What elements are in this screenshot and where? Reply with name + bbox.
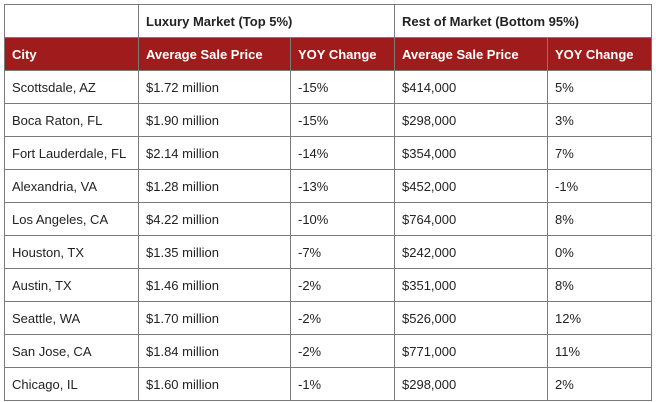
table-row: San Jose, CA $1.84 million -2% $771,000 11%: [4, 334, 653, 368]
luxury-yoy-cell: -15%: [289, 70, 396, 104]
luxury-price-cell: $1.28 million: [138, 169, 291, 203]
group-header-blank: [4, 4, 139, 38]
column-header-row: City Average Sale Price YOY Change Avera…: [4, 37, 653, 71]
city-cell: San Jose, CA: [4, 334, 139, 368]
rest-price-cell: $526,000: [394, 301, 549, 335]
rest-price-cell: $298,000: [394, 367, 549, 401]
rest-price-cell: $764,000: [394, 202, 549, 236]
rest-price-cell: $771,000: [394, 334, 549, 368]
table-row: Los Angeles, CA $4.22 million -10% $764,000…: [4, 202, 653, 236]
table-row: Seattle, WA $1.70 million -2% $526,000 12%: [4, 301, 653, 335]
group-header-luxury: Luxury Market (Top 5%): [137, 4, 396, 38]
luxury-price-cell: $2.14 million: [138, 136, 291, 170]
rest-price-cell: $414,000: [394, 70, 549, 104]
table-row: Fort Lauderdale, FL $2.14 million -14% $354…: [4, 136, 653, 170]
city-cell: Austin, TX: [4, 268, 139, 302]
group-header-row: Luxury Market (Top 5%) Rest of Market (B…: [4, 4, 653, 38]
rest-yoy-cell: 11%: [547, 334, 653, 368]
rest-yoy-cell: 7%: [547, 136, 653, 170]
luxury-price-cell: $1.46 million: [138, 268, 291, 302]
rest-yoy-cell: 3%: [547, 103, 653, 137]
luxury-price-cell: $1.72 million: [138, 70, 291, 104]
city-cell: Chicago, IL: [4, 367, 139, 401]
city-cell: Boca Raton, FL: [4, 103, 139, 137]
luxury-yoy-cell: -15%: [289, 103, 396, 137]
table-row: Houston, TX $1.35 million -7% $242,000 0%: [4, 235, 653, 269]
luxury-price-cell: $1.90 million: [138, 103, 291, 137]
luxury-yoy-cell: -2%: [289, 301, 396, 335]
column-header-luxury-price: Average Sale Price: [138, 37, 291, 71]
city-cell: Scottsdale, AZ: [4, 70, 139, 104]
rest-yoy-cell: 2%: [547, 367, 653, 401]
luxury-yoy-cell: -13%: [289, 169, 396, 203]
table-row: Alexandria, VA $1.28 million -13% $452,000-…: [4, 169, 653, 203]
rest-price-cell: $298,000: [394, 103, 549, 137]
table-row: Boca Raton, FL $1.90 million -15% $298,000 3…: [4, 103, 653, 137]
table-row: Scottsdale, AZ $1.72 million -15% $414,000 5…: [4, 70, 653, 104]
rest-yoy-cell: 0%: [547, 235, 653, 269]
rest-price-cell: $242,000: [394, 235, 549, 269]
city-cell: Fort Lauderdale, FL: [4, 136, 139, 170]
city-cell: Los Angeles, CA: [4, 202, 139, 236]
rest-yoy-cell: 8%: [547, 202, 653, 236]
rest-yoy-cell: 12%: [547, 301, 653, 335]
luxury-market-table: Luxury Market (Top 5%) Rest of Market (B…: [4, 4, 653, 401]
column-header-rest-price: Average Sale Price: [394, 37, 549, 71]
rest-yoy-cell: 8%: [547, 268, 653, 302]
luxury-yoy-cell: -1%: [289, 367, 396, 401]
rest-price-cell: $452,000: [394, 169, 549, 203]
luxury-price-cell: $1.60 million: [138, 367, 291, 401]
city-cell: Seattle, WA: [4, 301, 139, 335]
group-header-rest: Rest of Market (Bottom 95%): [394, 4, 653, 38]
rest-price-cell: $354,000: [394, 136, 549, 170]
table-row: Chicago, IL $1.60 million -1% $298,000 2%: [4, 367, 653, 401]
luxury-yoy-cell: -7%: [289, 235, 396, 269]
column-header-rest-yoy: YOY Change: [547, 37, 653, 71]
city-cell: Houston, TX: [4, 235, 139, 269]
column-header-city: City: [4, 37, 139, 71]
rest-yoy-cell: 5%: [547, 70, 653, 104]
luxury-price-cell: $1.70 million: [138, 301, 291, 335]
city-cell: Alexandria, VA: [4, 169, 139, 203]
luxury-price-cell: $4.22 million: [138, 202, 291, 236]
column-header-luxury-yoy: YOY Change: [289, 37, 396, 71]
rest-price-cell: $351,000: [394, 268, 549, 302]
luxury-yoy-cell: -2%: [289, 268, 396, 302]
luxury-yoy-cell: -14%: [289, 136, 396, 170]
table-row: Austin, TX $1.46 million -2% $351,000 8%: [4, 268, 653, 302]
luxury-yoy-cell: -2%: [289, 334, 396, 368]
luxury-price-cell: $1.84 million: [138, 334, 291, 368]
luxury-price-cell: $1.35 million: [138, 235, 291, 269]
rest-yoy-cell: -1%: [547, 169, 653, 203]
luxury-yoy-cell: -10%: [289, 202, 396, 236]
